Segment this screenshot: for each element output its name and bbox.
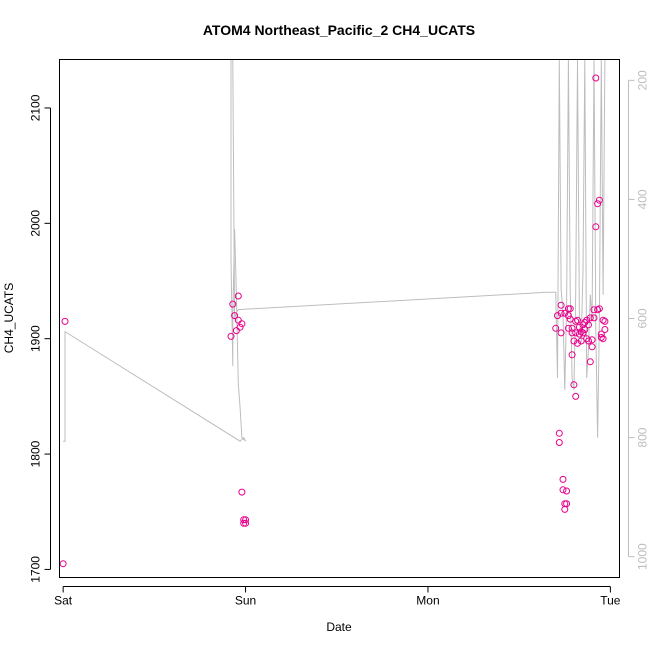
data-point — [557, 301, 565, 309]
data-point — [572, 329, 580, 337]
data-point — [240, 519, 248, 527]
x-tick-label: Sat — [54, 594, 73, 608]
data-point — [242, 516, 250, 524]
data-point — [555, 439, 563, 446]
y-axis-label: CH4_UCATS — [2, 283, 16, 353]
data-point — [570, 337, 578, 345]
chart-title: ATOM4 Northeast_Pacific_2 CH4_UCATS — [203, 22, 475, 38]
data-point — [588, 343, 596, 351]
data-point — [595, 196, 603, 204]
data-point — [579, 329, 587, 337]
series-line — [63, 59, 606, 442]
data-point — [601, 317, 609, 325]
data-point — [566, 305, 574, 313]
y2-tick-label: 800 — [636, 427, 650, 447]
data-point — [564, 324, 572, 332]
data-point — [564, 312, 572, 320]
y-tick-label: 1800 — [29, 440, 43, 467]
data-point — [581, 319, 589, 326]
x-tick-label: Mon — [416, 594, 439, 608]
data-point — [570, 381, 578, 389]
y-tick-label: 1700 — [29, 556, 43, 583]
data-point — [597, 330, 605, 338]
data-point — [568, 329, 576, 337]
data-point — [231, 312, 239, 320]
data-point — [592, 223, 600, 231]
data-point — [240, 516, 248, 524]
data-point — [552, 324, 560, 332]
y2-tick-label: 1000 — [636, 543, 650, 570]
x-tick-label: Sun — [235, 594, 256, 608]
data-point — [227, 332, 235, 340]
data-point — [599, 316, 607, 324]
x-axis-label: Date — [326, 620, 352, 634]
data-point — [563, 487, 571, 495]
data-point — [595, 305, 603, 313]
data-point — [572, 392, 580, 400]
data-point — [574, 339, 581, 347]
axes: Sat Sun Mon Tue 1700 1800 1900 2000 2100 200 400 60… — [29, 70, 650, 607]
data-point — [585, 321, 592, 329]
data-point — [559, 475, 567, 483]
y-tick-label: 2100 — [29, 94, 43, 121]
data-point — [242, 519, 250, 527]
y2-tick-label: 400 — [636, 189, 650, 209]
plot-frame — [59, 59, 620, 578]
data-point — [594, 200, 602, 208]
data-point — [572, 317, 580, 325]
data-point — [577, 328, 585, 336]
y-tick-label: 1900 — [29, 325, 43, 352]
data-point — [236, 323, 244, 331]
data-point — [574, 316, 581, 324]
data-point — [597, 334, 605, 341]
data-point — [601, 326, 609, 333]
data-point — [554, 312, 561, 320]
data-point — [561, 505, 569, 513]
y2-tick-label: 600 — [636, 308, 650, 328]
data-point — [585, 337, 592, 345]
data-point — [232, 327, 240, 335]
data-point — [229, 300, 237, 308]
data-point — [557, 309, 565, 317]
y-tick-label: 2000 — [29, 210, 43, 237]
data-point — [557, 329, 565, 337]
data-point — [234, 292, 242, 300]
x-tick-label: Tue — [600, 594, 621, 608]
data-point — [238, 488, 246, 496]
data-point — [588, 336, 596, 344]
data-point — [234, 316, 242, 324]
data-point — [594, 306, 602, 314]
data-point — [568, 324, 576, 332]
data-point — [586, 314, 594, 322]
data-point — [568, 351, 576, 359]
plot-marks — [59, 59, 609, 568]
data-point — [581, 326, 589, 333]
data-point — [559, 486, 567, 494]
data-point — [599, 335, 607, 343]
data-point — [575, 330, 583, 338]
data-point — [563, 500, 571, 508]
data-point — [555, 429, 563, 437]
data-point — [583, 316, 591, 324]
data-point — [586, 358, 594, 366]
data-point — [561, 309, 569, 317]
data-point — [590, 314, 598, 322]
data-point — [59, 560, 67, 568]
y2-tick-label: 200 — [636, 70, 650, 90]
data-point — [592, 74, 600, 82]
data-point — [61, 317, 69, 325]
data-point — [238, 320, 246, 328]
